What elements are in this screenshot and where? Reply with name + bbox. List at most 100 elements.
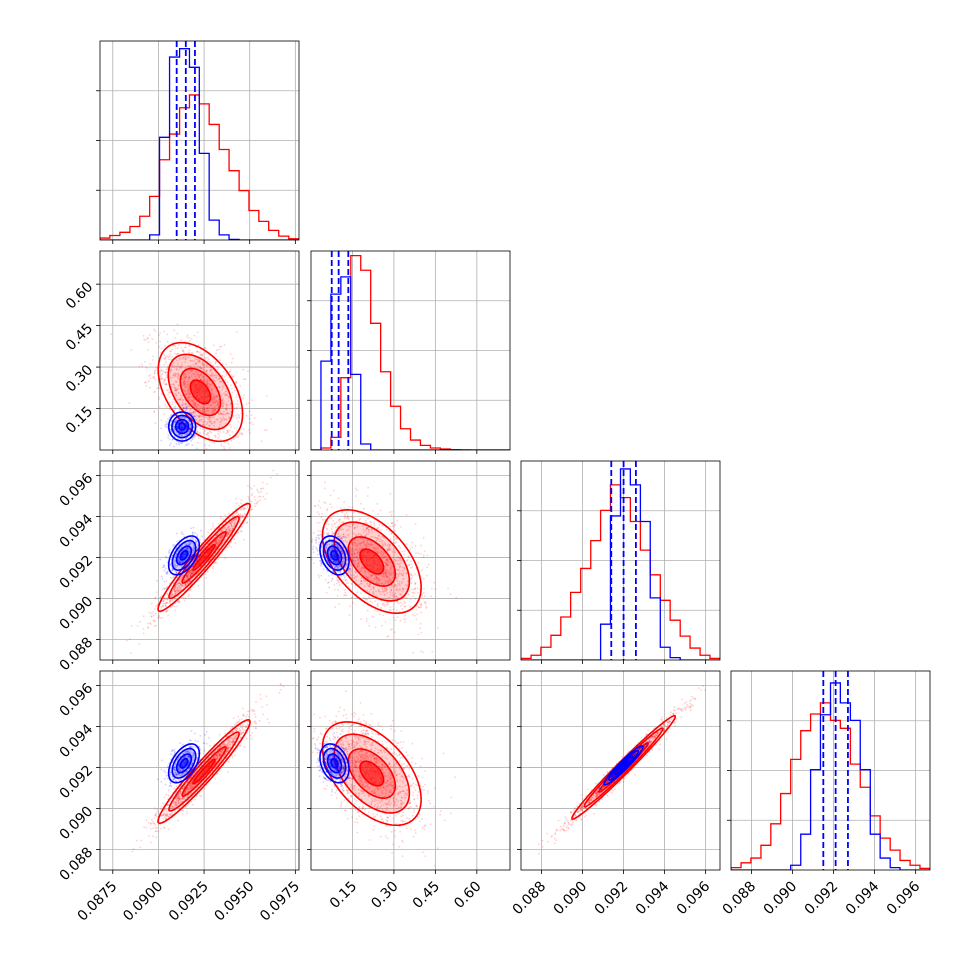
sample-point — [177, 422, 179, 425]
sample-point — [175, 419, 178, 421]
sample-point — [206, 378, 209, 381]
sample-point — [424, 595, 426, 598]
frame-2-2 — [517, 460, 721, 664]
sample-point — [193, 405, 196, 408]
sample-point — [196, 430, 199, 433]
sample-point — [212, 395, 215, 398]
sample-point — [173, 430, 176, 432]
sample-point — [193, 398, 196, 401]
pair-0-1 — [110, 323, 273, 450]
sample-point — [262, 487, 265, 490]
sample-point — [193, 414, 195, 417]
sample-point — [187, 390, 189, 393]
sample-point — [199, 361, 201, 363]
sample-point — [185, 427, 188, 430]
sample-point — [177, 375, 180, 378]
sample-point — [210, 396, 213, 398]
sample-point — [417, 561, 420, 564]
sample-point — [409, 605, 412, 608]
sample-point — [248, 496, 251, 499]
sample-point — [236, 400, 239, 402]
sample-point — [243, 394, 245, 397]
sample-point — [194, 418, 197, 420]
sample-point — [140, 363, 143, 365]
sample-point — [339, 507, 342, 509]
sample-point — [171, 594, 174, 596]
sample-point — [409, 598, 412, 601]
sample-point — [202, 411, 204, 414]
sample-point — [204, 357, 207, 360]
sample-point — [201, 546, 204, 548]
sample-point — [163, 597, 166, 599]
sample-point — [149, 373, 152, 376]
sample-point — [189, 396, 192, 399]
sample-point — [240, 509, 242, 511]
sample-point — [253, 485, 256, 487]
sample-point — [420, 544, 422, 547]
sample-point — [224, 394, 227, 397]
sample-point — [333, 588, 336, 591]
sample-point — [206, 417, 209, 419]
sample-point — [389, 525, 391, 528]
sample-point — [210, 422, 213, 425]
sample-point — [246, 521, 248, 524]
sample-point — [149, 623, 152, 626]
sample-point — [182, 348, 185, 351]
sample-point — [242, 397, 245, 400]
sample-point — [242, 428, 245, 430]
sample-point — [182, 378, 185, 381]
sample-point — [168, 396, 171, 398]
sample-point — [422, 554, 425, 556]
sample-point — [207, 531, 210, 534]
sample-point — [212, 523, 214, 525]
sample-point — [200, 406, 203, 408]
sample-point — [221, 425, 223, 428]
sample-point — [171, 569, 174, 571]
sample-point — [188, 376, 191, 379]
sample-point — [323, 501, 325, 504]
sample-point — [188, 352, 191, 354]
sample-point — [206, 433, 209, 436]
sample-point — [363, 596, 365, 599]
sample-point — [404, 605, 407, 608]
sample-point — [214, 409, 216, 412]
sample-point — [203, 364, 206, 366]
sample-point — [425, 574, 428, 577]
sample-point — [405, 514, 408, 516]
sample-point — [211, 373, 214, 376]
sample-point — [306, 489, 308, 491]
sample-point — [170, 576, 173, 579]
sample-point — [154, 330, 157, 332]
sample-point — [197, 361, 200, 364]
sample-point — [165, 383, 168, 386]
sample-point — [210, 420, 213, 423]
sample-point — [182, 596, 184, 599]
sample-point — [153, 390, 156, 393]
sample-point — [178, 416, 181, 419]
sample-point — [200, 378, 202, 381]
sample-point — [231, 357, 234, 360]
sample-point — [229, 529, 232, 531]
sample-point — [394, 523, 397, 526]
sample-point — [177, 423, 179, 425]
sample-point — [403, 618, 405, 621]
sample-point — [231, 520, 234, 523]
sample-point — [163, 413, 166, 416]
sample-point — [237, 435, 240, 437]
sample-point — [228, 518, 231, 520]
sample-point — [187, 419, 190, 421]
sample-point — [384, 605, 386, 607]
sample-point — [412, 651, 414, 654]
sample-point — [343, 507, 346, 509]
sample-point — [183, 390, 186, 392]
sample-point — [210, 394, 213, 397]
sample-point — [187, 574, 190, 576]
sample-point — [199, 425, 202, 428]
sample-point — [398, 544, 400, 547]
sample-point — [179, 399, 182, 401]
sample-point — [195, 370, 197, 373]
sample-point — [216, 368, 219, 371]
sample-point — [220, 380, 223, 383]
sample-point — [180, 347, 183, 349]
